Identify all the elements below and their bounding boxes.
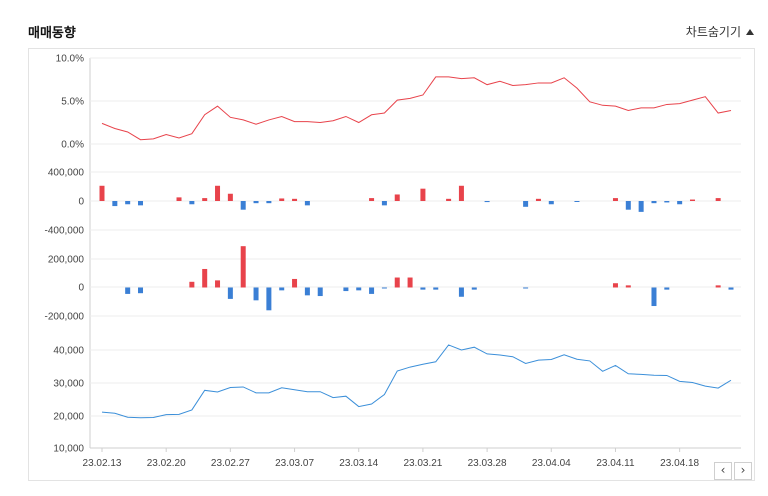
net-buy-bar xyxy=(574,201,580,202)
net-buy-bar xyxy=(523,287,529,289)
x-tick-label: 23.03.07 xyxy=(275,458,314,469)
y-tick-label: 200,000 xyxy=(48,255,85,266)
net-buy-bar xyxy=(728,287,734,290)
net-buy-bar xyxy=(381,287,387,289)
net-buy-bar xyxy=(612,198,618,201)
net-buy-bar xyxy=(523,201,529,207)
net-buy-bar xyxy=(625,285,631,288)
price-series-line xyxy=(101,344,732,419)
net-buy-bar xyxy=(227,193,233,201)
net-buy-bar xyxy=(253,201,259,204)
y-tick-label: 30,000 xyxy=(53,379,84,390)
x-tick-label: 23.03.28 xyxy=(468,458,507,469)
net-buy-bar xyxy=(715,198,721,201)
net-buy-bar xyxy=(292,278,298,288)
net-buy-bar xyxy=(458,287,464,297)
net-buy-bar xyxy=(279,287,285,291)
net-buy-bar xyxy=(548,201,554,205)
x-tick-label: 23.04.18 xyxy=(660,458,699,469)
net-buy-bar xyxy=(215,185,221,201)
hide-chart-toggle[interactable]: 차트숨기기 xyxy=(686,23,754,40)
x-tick-label: 23.02.20 xyxy=(147,458,186,469)
x-tick-label: 23.02.13 xyxy=(83,458,122,469)
net-buy-bar xyxy=(202,198,208,201)
net-buy-bar xyxy=(215,280,221,288)
net-buy-bar xyxy=(279,198,285,201)
net-buy-bar xyxy=(677,201,683,205)
y-tick-label: 40,000 xyxy=(53,346,84,357)
net-buy-bar xyxy=(240,246,246,288)
net-buy-bar xyxy=(227,287,233,299)
y-tick-label: 0 xyxy=(78,283,84,294)
net-buy-bar xyxy=(484,201,490,203)
net-buy-bar xyxy=(189,201,195,205)
net-buy-bar xyxy=(369,287,375,294)
net-buy-bar xyxy=(99,185,105,201)
net-buy-bar xyxy=(471,287,477,290)
x-tick-label: 23.02.27 xyxy=(211,458,250,469)
x-tick-label: 23.03.21 xyxy=(403,458,442,469)
x-tick-label: 23.03.14 xyxy=(339,458,378,469)
net-buy-bar xyxy=(138,201,144,206)
chevron-right-icon[interactable]: › xyxy=(734,462,752,480)
rate-series-line xyxy=(101,76,732,141)
net-buy-bar xyxy=(689,199,695,201)
net-buy-bar xyxy=(266,287,272,311)
net-buy-bar xyxy=(138,287,144,294)
net-buy-bar xyxy=(266,201,272,204)
hide-chart-label: 차트숨기기 xyxy=(685,25,741,39)
net-buy-bar xyxy=(446,198,452,201)
y-tick-label: 10.0% xyxy=(56,54,84,65)
net-buy-bar xyxy=(458,185,464,201)
net-buy-bar xyxy=(317,287,323,297)
y-tick-label: -200,000 xyxy=(45,312,85,323)
net-buy-bar xyxy=(407,277,413,288)
net-buy-bar xyxy=(240,201,246,210)
chevron-left-icon[interactable]: ‹ xyxy=(714,462,732,480)
net-buy-bar xyxy=(612,283,618,288)
section-title: 매매동향 xyxy=(28,26,76,41)
x-tick-label: 23.04.04 xyxy=(532,458,571,469)
net-buy-bar xyxy=(651,287,657,307)
net-buy-bar xyxy=(292,198,298,201)
net-buy-bar xyxy=(343,287,349,292)
net-buy-bar xyxy=(651,201,657,204)
net-buy-bar xyxy=(625,201,631,210)
net-buy-bar xyxy=(125,201,131,205)
net-buy-bar xyxy=(253,287,259,301)
net-buy-bar xyxy=(394,194,400,201)
net-buy-bar xyxy=(356,287,362,291)
y-tick-label: -400,000 xyxy=(45,226,85,237)
net-buy-bar xyxy=(420,188,426,201)
y-tick-label: 0 xyxy=(78,197,84,208)
net-buy-bar xyxy=(638,201,644,212)
net-buy-bar xyxy=(125,287,131,294)
net-buy-bar xyxy=(112,201,118,207)
y-tick-label: 5.0% xyxy=(61,97,84,108)
net-buy-bar xyxy=(664,287,670,290)
net-buy-bar xyxy=(202,268,208,288)
net-buy-bar xyxy=(433,287,439,290)
y-tick-label: 400,000 xyxy=(48,168,85,179)
y-tick-label: 0.0% xyxy=(61,140,84,151)
caret-up-icon xyxy=(746,28,754,35)
chart-frame xyxy=(28,48,755,481)
x-tick-label: 23.04.11 xyxy=(596,458,635,469)
net-buy-bar xyxy=(664,201,670,203)
net-buy-bar xyxy=(369,198,375,201)
net-buy-bar xyxy=(304,287,310,296)
net-buy-bar xyxy=(176,197,182,201)
y-tick-label: 20,000 xyxy=(53,412,84,423)
net-buy-bar xyxy=(535,198,541,201)
net-buy-bar xyxy=(304,201,310,206)
y-tick-label: 10,000 xyxy=(53,444,84,455)
net-buy-bar xyxy=(420,287,426,290)
net-buy-bar xyxy=(715,285,721,288)
net-buy-bar xyxy=(394,277,400,288)
net-buy-bar xyxy=(189,281,195,288)
net-buy-bar xyxy=(381,201,387,206)
